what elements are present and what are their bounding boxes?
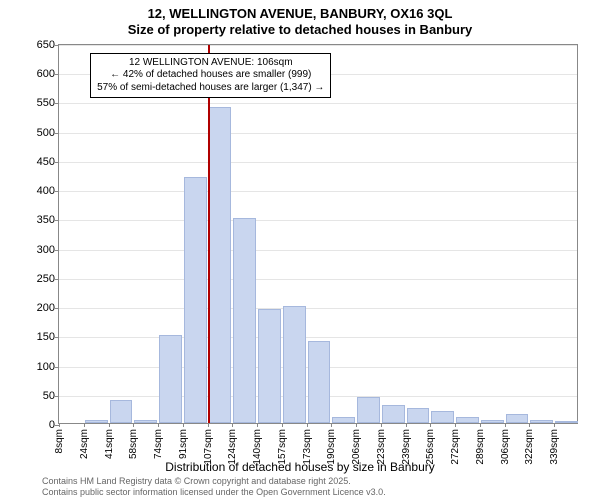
y-tick-mark (55, 45, 59, 46)
histogram-bar (184, 177, 207, 423)
y-tick-mark (55, 133, 59, 134)
histogram-bar (283, 306, 306, 423)
x-axis-label: Distribution of detached houses by size … (0, 460, 600, 474)
x-tick-mark (480, 423, 481, 427)
y-tick-label: 600 (37, 68, 55, 80)
y-tick-label: 400 (37, 185, 55, 197)
histogram-bar (110, 400, 133, 423)
grid-line (59, 308, 577, 309)
x-tick-mark (406, 423, 407, 427)
x-tick-mark (307, 423, 308, 427)
y-tick-label: 350 (37, 214, 55, 226)
footer: Contains HM Land Registry data © Crown c… (42, 476, 386, 498)
histogram-bar (382, 405, 405, 423)
grid-line (59, 162, 577, 163)
grid-line (59, 279, 577, 280)
x-tick-label: 91sqm (178, 429, 189, 459)
histogram-bar (407, 408, 430, 423)
y-tick-label: 300 (37, 244, 55, 256)
histogram-bar (258, 309, 281, 423)
histogram-bar (85, 420, 108, 423)
histogram-bar (134, 420, 157, 423)
y-tick-mark (55, 279, 59, 280)
x-tick-mark (232, 423, 233, 427)
title-line1: 12, WELLINGTON AVENUE, BANBURY, OX16 3QL (0, 6, 600, 22)
x-tick-mark (505, 423, 506, 427)
y-tick-label: 500 (37, 127, 55, 139)
x-tick-mark (158, 423, 159, 427)
y-tick-label: 650 (37, 39, 55, 51)
y-tick-mark (55, 250, 59, 251)
x-tick-mark (183, 423, 184, 427)
x-tick-mark (455, 423, 456, 427)
y-tick-mark (55, 103, 59, 104)
grid-line (59, 250, 577, 251)
histogram-bar (456, 417, 479, 423)
x-tick-mark (529, 423, 530, 427)
x-tick-mark (257, 423, 258, 427)
histogram-bar (357, 397, 380, 423)
footer-line1: Contains HM Land Registry data © Crown c… (42, 476, 386, 487)
histogram-bar (481, 420, 504, 423)
plot-area: 0501001502002503003504004505005506006508… (58, 44, 578, 424)
y-tick-label: 200 (37, 302, 55, 314)
x-tick-mark (282, 423, 283, 427)
grid-line (59, 45, 577, 46)
histogram-bar (506, 414, 529, 423)
x-tick-label: 8sqm (54, 429, 65, 453)
y-tick-mark (55, 191, 59, 192)
y-tick-label: 150 (37, 331, 55, 343)
y-tick-label: 50 (43, 390, 55, 402)
annotation-box: 12 WELLINGTON AVENUE: 106sqm ← 42% of de… (90, 53, 331, 99)
annotation-line1: 12 WELLINGTON AVENUE: 106sqm (97, 57, 324, 70)
grid-line (59, 191, 577, 192)
histogram-bar (555, 421, 578, 423)
chart-title: 12, WELLINGTON AVENUE, BANBURY, OX16 3QL… (0, 0, 600, 37)
x-tick-mark (133, 423, 134, 427)
x-tick-mark (208, 423, 209, 427)
x-tick-mark (84, 423, 85, 427)
histogram-bar (431, 411, 454, 423)
grid-line (59, 220, 577, 221)
x-tick-mark (59, 423, 60, 427)
x-tick-mark (331, 423, 332, 427)
x-tick-label: 58sqm (128, 429, 139, 459)
grid-line (59, 103, 577, 104)
y-tick-mark (55, 220, 59, 221)
grid-line (59, 133, 577, 134)
x-tick-mark (381, 423, 382, 427)
x-tick-mark (554, 423, 555, 427)
histogram-bar (308, 341, 331, 423)
x-tick-mark (109, 423, 110, 427)
annotation-line2: ← 42% of detached houses are smaller (99… (97, 69, 324, 82)
y-tick-label: 250 (37, 273, 55, 285)
y-tick-label: 550 (37, 97, 55, 109)
y-tick-mark (55, 74, 59, 75)
y-tick-label: 100 (37, 361, 55, 373)
y-tick-label: 450 (37, 156, 55, 168)
marker-line (208, 45, 210, 423)
histogram-bar (332, 417, 355, 423)
y-tick-mark (55, 396, 59, 397)
title-line2: Size of property relative to detached ho… (0, 22, 600, 38)
y-tick-mark (55, 337, 59, 338)
grid-line (59, 337, 577, 338)
histogram-bar (233, 218, 256, 423)
x-tick-mark (430, 423, 431, 427)
x-tick-label: 41sqm (104, 429, 115, 459)
histogram-bar (530, 420, 553, 423)
y-tick-mark (55, 162, 59, 163)
x-tick-label: 24sqm (79, 429, 90, 459)
histogram-bar (209, 107, 232, 423)
y-tick-mark (55, 308, 59, 309)
histogram-bar (159, 335, 182, 423)
x-tick-mark (356, 423, 357, 427)
x-tick-label: 74sqm (153, 429, 164, 459)
footer-line2: Contains public sector information licen… (42, 487, 386, 498)
annotation-line3: 57% of semi-detached houses are larger (… (97, 82, 324, 95)
y-tick-mark (55, 367, 59, 368)
